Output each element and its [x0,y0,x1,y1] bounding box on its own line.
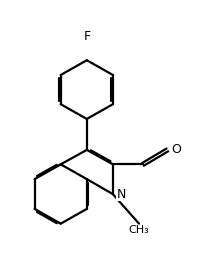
Text: F: F [83,30,90,43]
Text: CH₃: CH₃ [129,225,149,235]
Text: O: O [171,143,181,157]
Text: N: N [117,188,126,201]
